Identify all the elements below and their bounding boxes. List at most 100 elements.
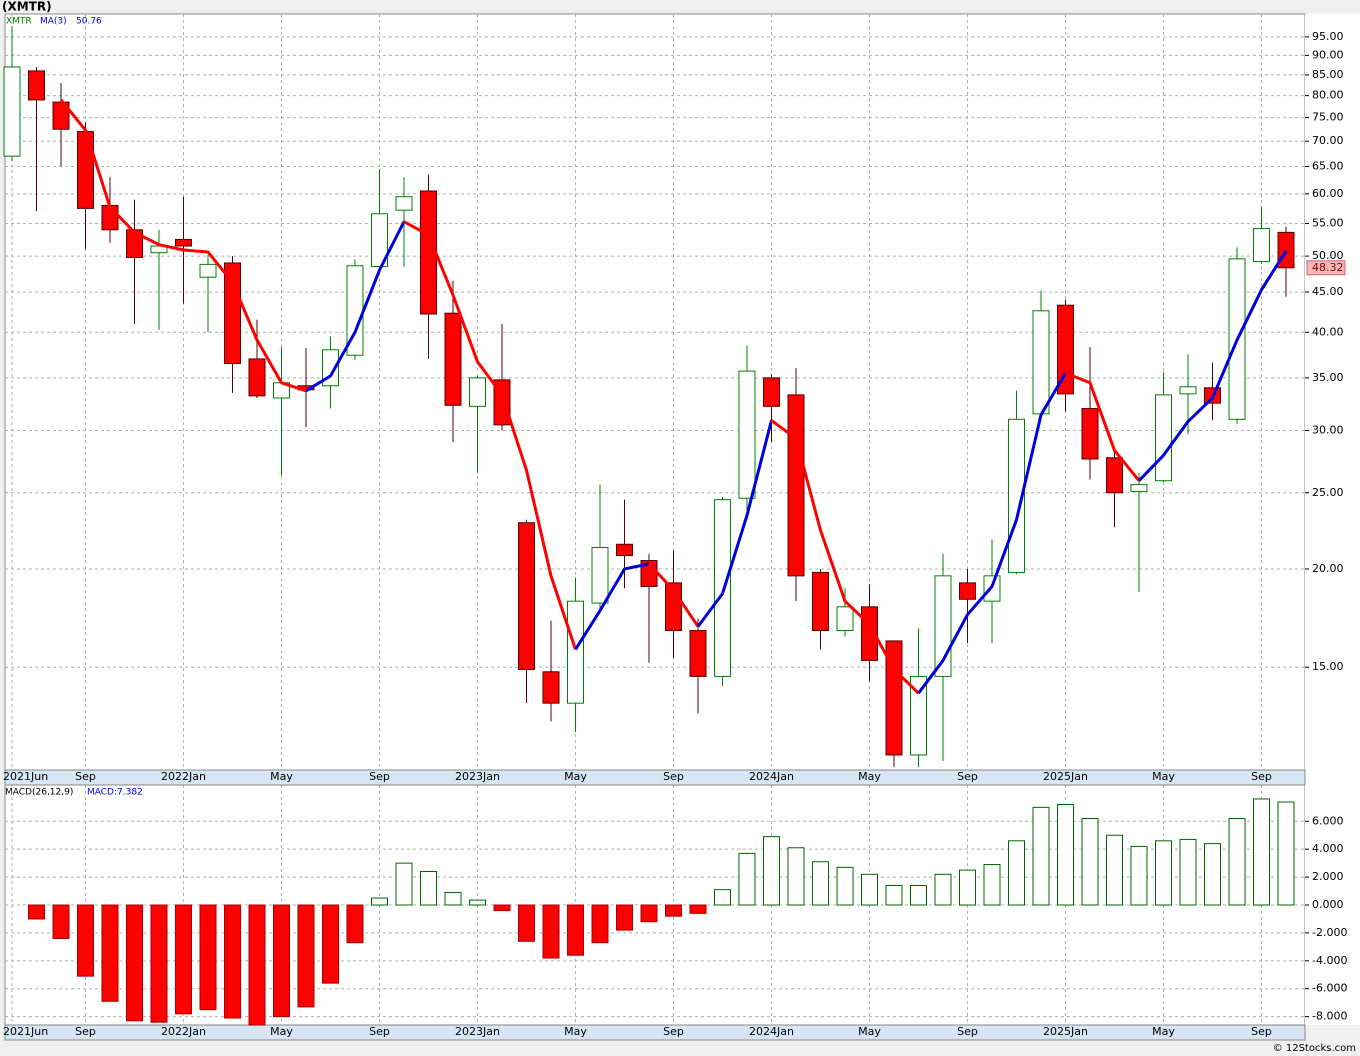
legend-symbol: XMTR: [6, 17, 32, 27]
macd-bar: [836, 866, 854, 906]
x-tick-label: Sep: [1251, 770, 1272, 783]
x-tick-label: May: [1152, 1025, 1175, 1038]
macd-bar: [150, 904, 168, 1023]
x-tick-label: 2021Jun: [3, 1025, 48, 1038]
macd-bar: [1130, 845, 1148, 906]
macd-bar: [273, 904, 290, 1018]
chart-title: (XMTR): [2, 0, 52, 14]
candle-body: [224, 262, 241, 365]
x-tick-label: May: [564, 1025, 587, 1038]
ma-line: [1064, 371, 1141, 482]
y-tick-label: 35.00: [1312, 371, 1344, 384]
candle-body: [738, 370, 756, 499]
y-tick-label: 65.00: [1312, 160, 1344, 173]
y-tick-label: 60.00: [1312, 187, 1344, 200]
last-price-box: [1306, 260, 1346, 276]
macd-bar: [934, 873, 952, 906]
macd-bar: [591, 904, 609, 944]
macd-bar: [910, 884, 927, 906]
candle-body: [689, 630, 707, 677]
candle-body: [28, 70, 45, 101]
y-tick-label: 0.000: [1312, 898, 1344, 911]
macd-bar: [101, 904, 119, 1002]
macd-bar: [248, 904, 266, 1026]
macd-bar: [861, 873, 878, 906]
y-tick-label: 70.00: [1312, 134, 1344, 147]
y-tick-label: 75.00: [1312, 111, 1344, 124]
candle-body: [175, 238, 192, 247]
macd-bar: [420, 871, 437, 906]
x-tick-label: May: [858, 770, 881, 783]
candle-body: [371, 213, 388, 267]
macd-bar: [665, 904, 682, 917]
candle-body: [199, 263, 217, 278]
y-tick-label: 80.00: [1312, 89, 1344, 102]
macd-bar: [493, 904, 511, 912]
candle-body: [910, 675, 927, 756]
macd-bar: [297, 904, 315, 1008]
candle-body: [1179, 386, 1197, 395]
macd-bar: [1032, 806, 1050, 906]
x-tick-label: May: [270, 1025, 293, 1038]
macd-bar: [444, 891, 462, 906]
x-tick-label: 2024Jan: [749, 770, 794, 783]
candle-body: [1253, 228, 1270, 263]
x-tick-label: May: [270, 770, 293, 783]
legend-ma: MA(3): [40, 17, 67, 27]
macd-bar: [395, 862, 413, 906]
y-tick-label: 4.000: [1312, 842, 1344, 855]
x-tick-label: Sep: [957, 1025, 978, 1038]
candle-body: [1106, 457, 1123, 494]
macd-bar: [1228, 817, 1246, 906]
candle-body: [444, 312, 462, 406]
y-tick-label: 20.00: [1312, 562, 1344, 575]
y-tick-label: -6.000: [1312, 982, 1347, 995]
candle-body: [763, 377, 780, 407]
ma-line: [59, 98, 307, 393]
x-tick-label: Sep: [957, 770, 978, 783]
x-tick-label: 2025Jan: [1043, 1025, 1088, 1038]
candle-body: [126, 229, 143, 258]
candle-body: [469, 377, 486, 407]
macd-bar: [1179, 838, 1197, 906]
macd-bar: [763, 836, 780, 906]
macd-bar: [1106, 834, 1123, 906]
ma-line: [770, 419, 920, 695]
ma-line: [917, 372, 1067, 695]
y-tick-label: 15.00: [1312, 660, 1344, 673]
macd-bar: [224, 904, 241, 1019]
macd-bar: [542, 904, 560, 959]
y-tick-label: 6.000: [1312, 814, 1344, 827]
macd-bar: [714, 889, 731, 906]
macd-bar: [199, 904, 217, 1011]
y-tick-label: 25.00: [1312, 486, 1344, 499]
ma-line: [1137, 250, 1288, 482]
ma-line: [647, 562, 700, 628]
macd-bar: [1155, 840, 1172, 906]
candle-body: [395, 196, 413, 211]
macd-bar: [518, 904, 535, 942]
macd-bar: [322, 904, 339, 984]
macd-bar: [1204, 843, 1221, 906]
legend-ma-value: 50.76: [76, 17, 102, 27]
macd-title: MACD(26,12,9): [5, 788, 73, 798]
macd-bar: [175, 904, 192, 1015]
x-tick-label: Sep: [75, 770, 96, 783]
macd-bar: [738, 852, 756, 906]
y-tick-label: -8.000: [1312, 1010, 1347, 1023]
candle-body: [812, 571, 829, 632]
macd-bar: [959, 869, 976, 906]
candle-body: [616, 543, 633, 557]
y-tick-label: 55.00: [1312, 217, 1344, 230]
candle-body: [1057, 304, 1074, 395]
macd-bar: [567, 904, 584, 956]
candle-body: [714, 499, 731, 677]
macd-bar: [28, 904, 45, 920]
candle-body: [1081, 407, 1099, 460]
footer: © 12Stocks.com: [1273, 1043, 1356, 1054]
ma-line: [305, 221, 406, 393]
x-tick-label: Sep: [1251, 1025, 1272, 1038]
macd-bar: [1253, 798, 1270, 906]
y-tick-label: -2.000: [1312, 926, 1347, 939]
